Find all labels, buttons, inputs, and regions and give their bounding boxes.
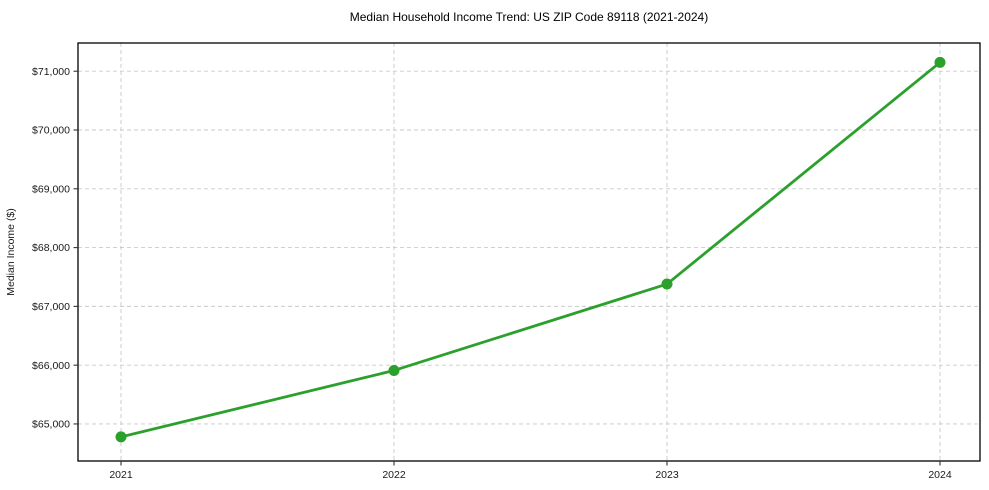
plot-border: [77, 42, 981, 462]
data-point-marker: [934, 56, 946, 68]
y-tick-label: $65,000: [32, 419, 70, 431]
y-axis-title: Median Income ($): [5, 208, 17, 296]
y-tick-label: $68,000: [32, 242, 70, 254]
income-trend-line: [119, 61, 942, 439]
data-point-marker: [388, 364, 400, 376]
x-tick-label: 2023: [655, 469, 679, 481]
y-tick-label: $70,000: [32, 125, 70, 137]
gridlines: [78, 43, 980, 461]
y-tick-label: $69,000: [32, 183, 70, 195]
y-axis: $65,000 $66,000 $67,000 $68,000 $69,000 $70,0…: [32, 66, 78, 431]
y-tick-label: $67,000: [32, 301, 70, 313]
x-tick-label: 2024: [928, 469, 952, 481]
data-point-marker: [115, 431, 127, 443]
x-axis: 2021 2022 2023 2024: [109, 461, 952, 481]
chart-title: Median Household Income Trend: US ZIP Co…: [350, 10, 708, 24]
x-tick-label: 2021: [109, 469, 133, 481]
y-tick-label: $71,000: [32, 66, 70, 78]
y-tick-label: $66,000: [32, 360, 70, 372]
x-tick-label: 2022: [382, 469, 406, 481]
data-point-marker: [661, 278, 673, 290]
